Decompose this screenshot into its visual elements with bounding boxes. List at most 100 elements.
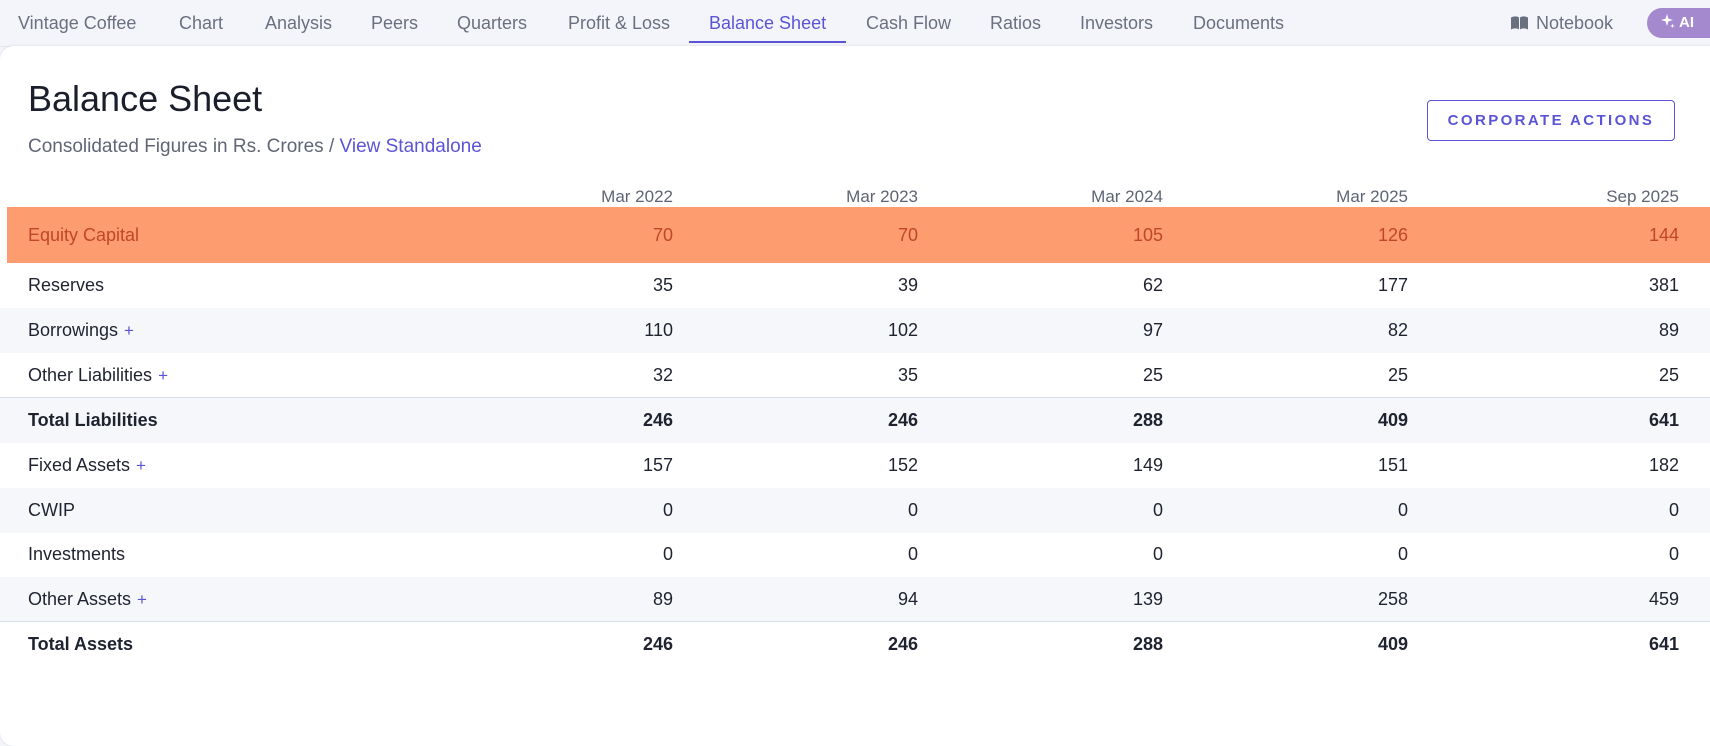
table-header: Mar 2022 Mar 2023 Mar 2024 Mar 2025 Sep …: [0, 174, 1710, 219]
tab-ratios[interactable]: Ratios: [990, 13, 1042, 33]
table-cell: 246: [887, 410, 918, 430]
table-cell: 39: [897, 275, 918, 295]
expand-plus-icon[interactable]: +: [137, 590, 147, 609]
subtitle-text: Consolidated Figures in Rs. Crores /: [28, 136, 340, 157]
table-cell: 0: [1152, 544, 1163, 564]
table-cell: 246: [642, 634, 673, 654]
table-cell: 70: [652, 225, 673, 245]
table-cell: 152: [887, 455, 918, 475]
table-cell: 246: [887, 634, 918, 654]
page-title: Balance Sheet: [28, 78, 263, 119]
table-cell: 258: [1377, 589, 1408, 609]
table-cell: 381: [1648, 275, 1679, 295]
table-cell: 89: [1658, 320, 1679, 340]
table-cell: 0: [1397, 500, 1408, 520]
tab-peers[interactable]: Peers: [371, 13, 419, 33]
row-label[interactable]: Borrowings +: [28, 308, 134, 353]
table-cell: 144: [1648, 225, 1679, 245]
notebook-link[interactable]: Notebook: [1511, 0, 1613, 46]
table-cell: 288: [1132, 410, 1163, 430]
table-cell: 35: [652, 275, 673, 295]
table-row-other-liabilities[interactable]: Other Liabilities + 32 35 25 25 25: [0, 353, 1710, 398]
row-label-text: Fixed Assets: [28, 455, 131, 475]
table-cell: 0: [1668, 544, 1679, 564]
view-standalone-link[interactable]: View Standalone: [339, 136, 482, 157]
column-header: Sep 2025: [1606, 187, 1679, 206]
table-row-total-assets: Total Assets 246 246 288 409 641: [0, 621, 1710, 667]
table-cell: 97: [1142, 320, 1163, 340]
tab-investors[interactable]: Investors: [1080, 13, 1154, 33]
page-subtitle: Consolidated Figures in Rs. Crores / Vie…: [28, 135, 482, 159]
row-label: Investments: [28, 544, 126, 564]
ai-button[interactable]: AI: [1647, 8, 1710, 38]
table-cell: 25: [1142, 365, 1163, 385]
column-header: Mar 2022: [601, 187, 673, 206]
table-cell: 105: [1132, 225, 1163, 245]
table-cell: 0: [1152, 500, 1163, 520]
table-cell: 246: [642, 410, 673, 430]
row-label: Total Assets: [28, 634, 134, 654]
row-label-text: Other Liabilities: [28, 365, 153, 385]
table-cell: 182: [1648, 455, 1679, 475]
table-cell: 94: [897, 589, 918, 609]
table-cell: 0: [1668, 500, 1679, 520]
row-label-text: Other Assets: [28, 589, 132, 609]
row-label: Total Liabilities: [28, 410, 158, 430]
table-cell: 82: [1387, 320, 1408, 340]
column-header: Mar 2024: [1091, 187, 1163, 206]
row-label: Reserves: [28, 275, 105, 295]
table-cell: 70: [897, 225, 918, 245]
row-label: CWIP: [28, 500, 75, 520]
row-label[interactable]: Fixed Assets +: [28, 443, 146, 488]
table-cell: 641: [1648, 634, 1679, 654]
table-cell: 32: [652, 365, 673, 385]
table-cell: 0: [1397, 544, 1408, 564]
table-cell: 149: [1132, 455, 1163, 475]
table-row-investments: Investments 0 0 0 0 0: [0, 532, 1710, 577]
table-cell: 0: [662, 500, 673, 520]
table-cell: 102: [887, 320, 918, 340]
table-row-equity-capital[interactable]: Equity Capital 70 70 105 126 144: [7, 207, 1710, 263]
row-label[interactable]: Other Liabilities +: [28, 353, 168, 398]
book-icon: [1511, 16, 1528, 30]
table-cell: 139: [1132, 589, 1163, 609]
table-row-fixed-assets[interactable]: Fixed Assets + 157 152 149 151 182: [0, 443, 1710, 488]
table-row-cwip: CWIP 0 0 0 0 0: [0, 488, 1710, 533]
expand-plus-icon[interactable]: +: [136, 456, 146, 475]
table-cell: 25: [1658, 365, 1679, 385]
table-cell: 62: [1142, 275, 1163, 295]
table-cell: 110: [644, 320, 673, 340]
table-cell: 288: [1132, 634, 1163, 654]
expand-plus-icon[interactable]: +: [124, 321, 134, 340]
table-row-reserves: Reserves 35 39 62 177 381: [0, 263, 1710, 308]
table-cell: 0: [907, 544, 918, 564]
table-cell: 151: [1377, 455, 1408, 475]
column-header: Mar 2023: [846, 187, 918, 206]
corporate-actions-button[interactable]: CORPORATE ACTIONS: [1427, 100, 1675, 141]
table-cell: 25: [1387, 365, 1408, 385]
tab-profit-loss[interactable]: Profit & Loss: [568, 13, 671, 33]
table-cell: 126: [1377, 225, 1408, 245]
row-label: Equity Capital: [28, 225, 140, 245]
tab-cash-flow[interactable]: Cash Flow: [866, 13, 952, 33]
tab-quarters[interactable]: Quarters: [457, 13, 528, 33]
sparkle-icon: [1661, 14, 1675, 28]
tab-company[interactable]: Vintage Coffee: [18, 13, 137, 33]
tab-chart[interactable]: Chart: [179, 13, 224, 33]
active-tab-indicator: [689, 41, 846, 43]
tab-balance-sheet[interactable]: Balance Sheet: [709, 13, 827, 33]
table-cell: 409: [1377, 410, 1408, 430]
tab-analysis[interactable]: Analysis: [265, 13, 333, 33]
expand-plus-icon[interactable]: +: [158, 366, 168, 385]
table-row-borrowings[interactable]: Borrowings + 110 102 97 82 89: [0, 308, 1710, 353]
row-label[interactable]: Other Assets +: [28, 577, 147, 622]
notebook-label: Notebook: [1536, 13, 1614, 33]
table-cell: 641: [1648, 410, 1679, 430]
balance-sheet-card: [0, 46, 1710, 746]
tab-documents[interactable]: Documents: [1193, 13, 1285, 33]
table-row-other-assets[interactable]: Other Assets + 89 94 139 258 459: [0, 577, 1710, 622]
table-cell: 89: [652, 589, 673, 609]
table-cell: 459: [1648, 589, 1679, 609]
row-label-text: Borrowings: [28, 320, 119, 340]
top-nav: Vintage Coffee Chart Analysis Peers Quar…: [0, 0, 1710, 47]
